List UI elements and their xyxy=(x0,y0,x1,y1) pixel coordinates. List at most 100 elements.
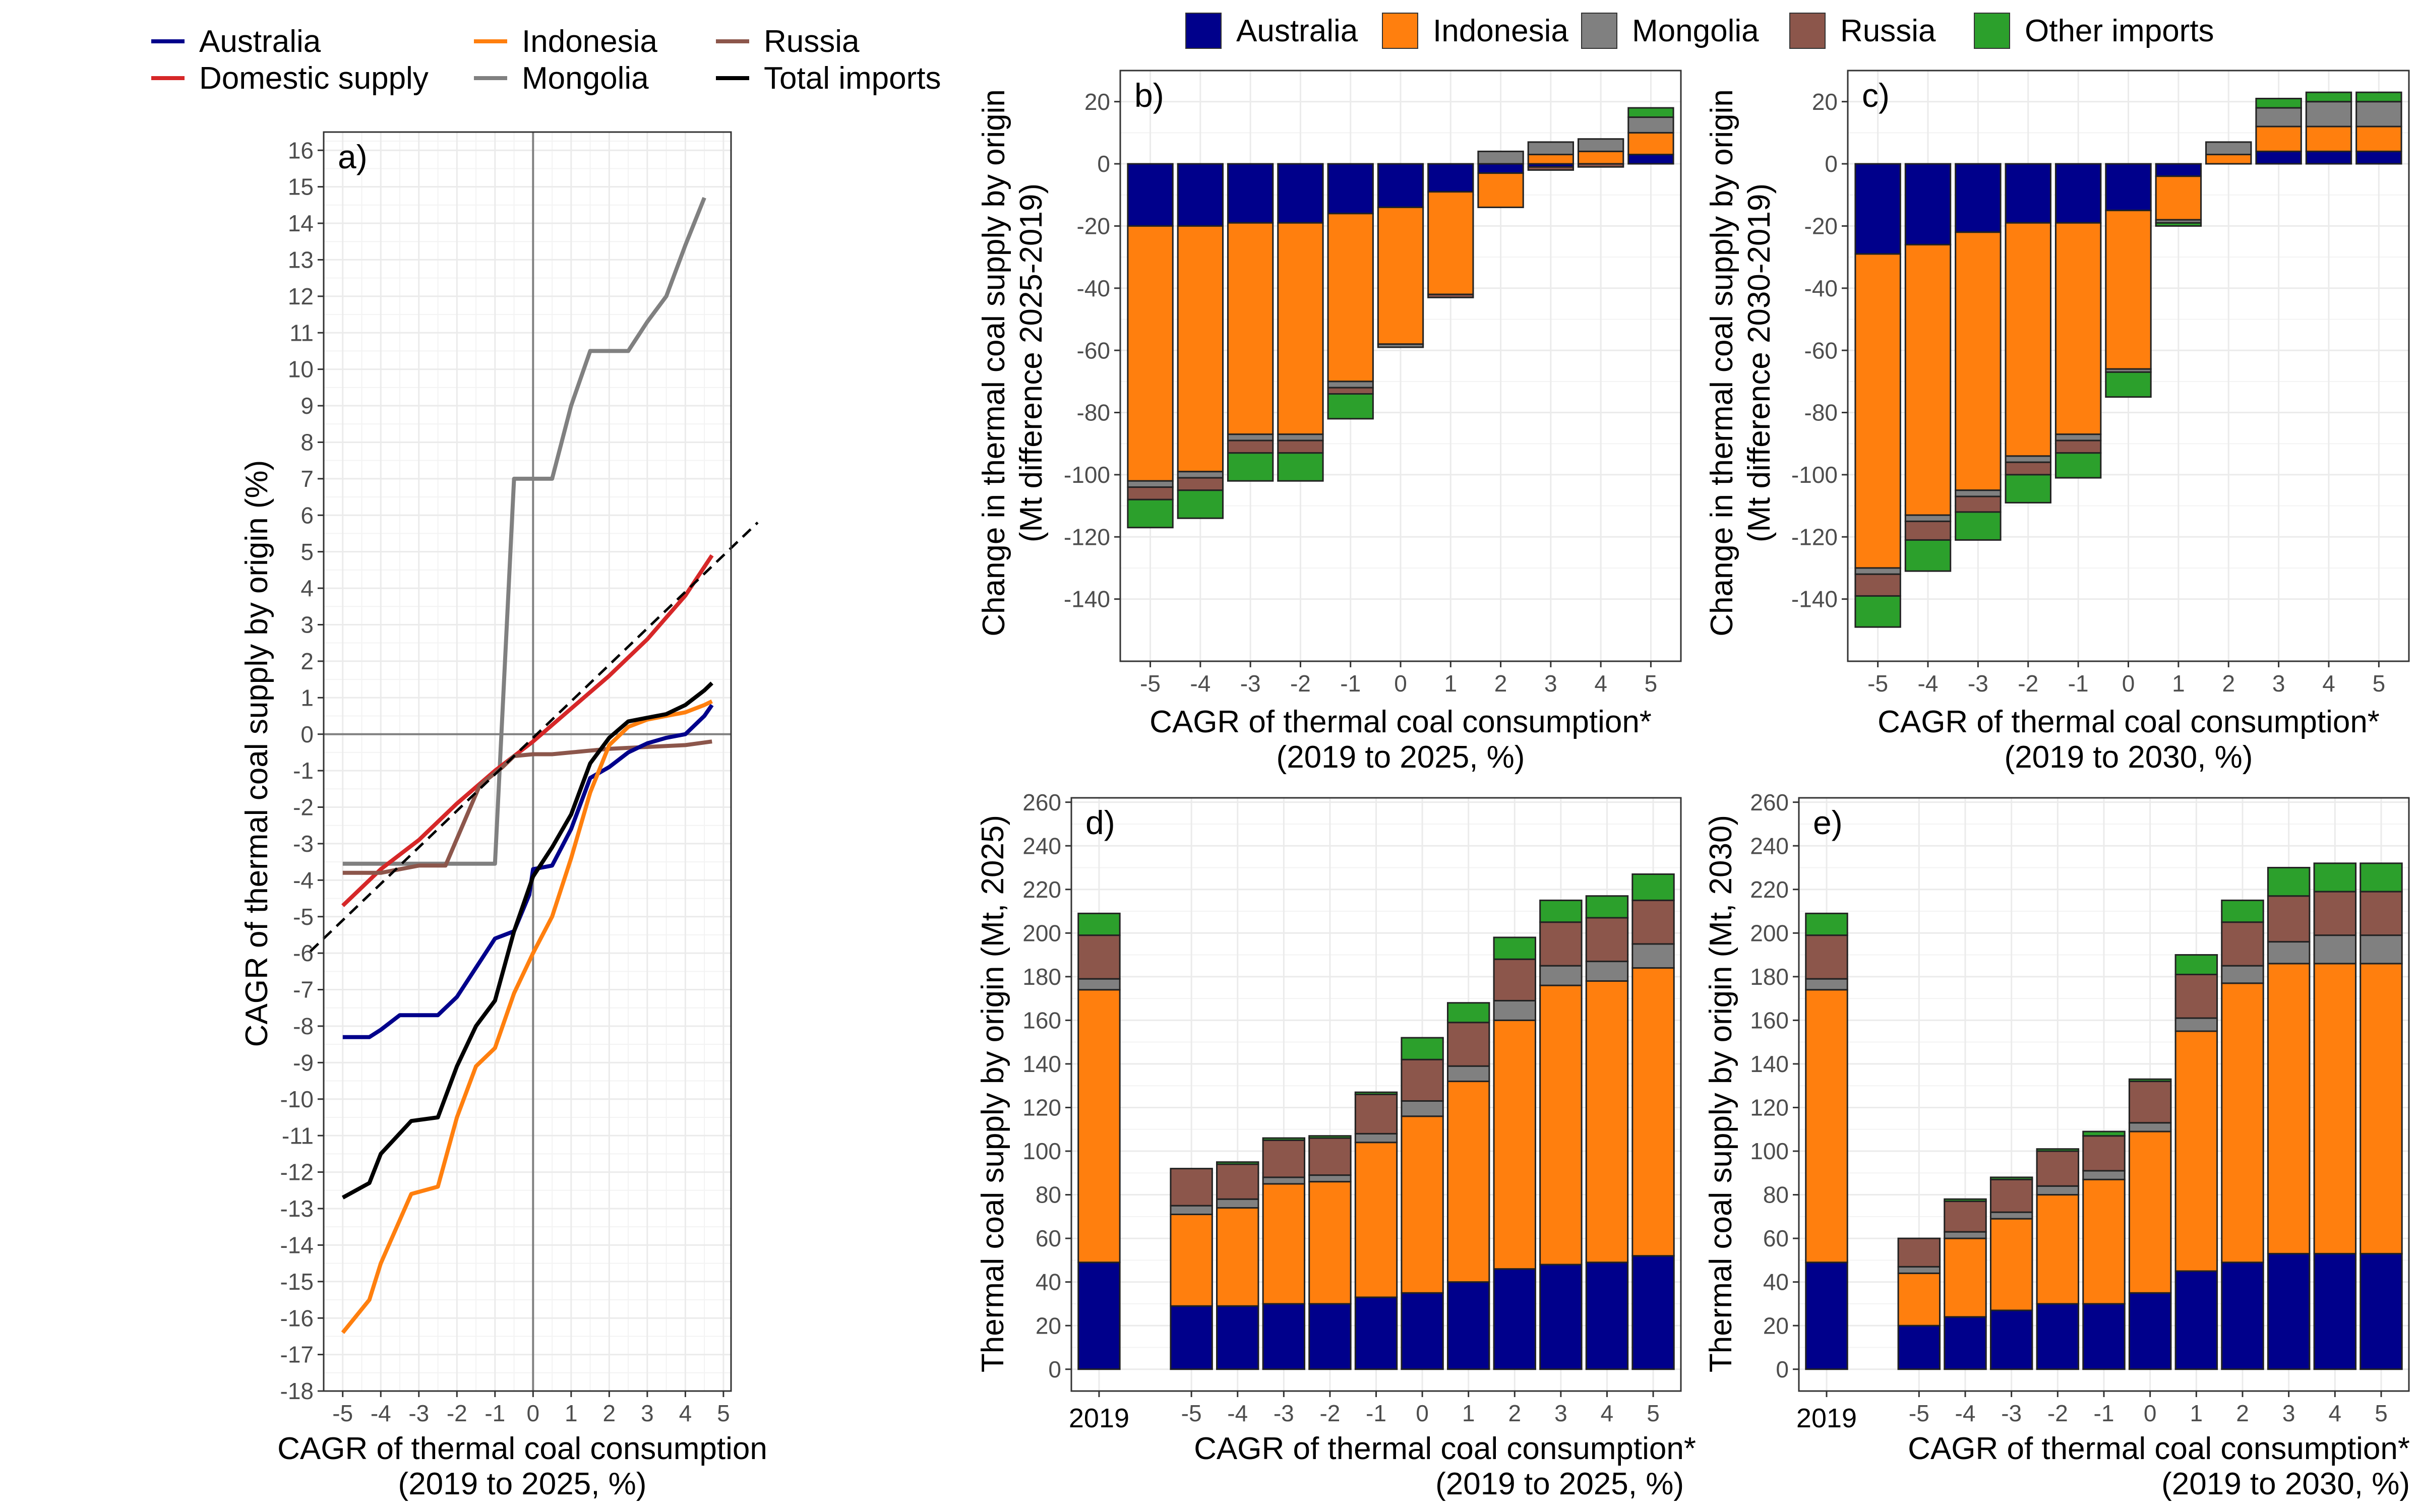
bar-segment-indonesia xyxy=(1427,191,1474,295)
bar-segment-mongolia xyxy=(1955,489,2002,497)
bar-segment-mongolia xyxy=(1262,1176,1306,1185)
bar-segment-indonesia xyxy=(2221,982,2264,1264)
bar-segment-russia xyxy=(1539,921,1583,967)
bar-segment-mongolia xyxy=(1127,480,1174,488)
series-line-total-imports xyxy=(341,681,713,1200)
bar-segment-indonesia xyxy=(1401,1115,1444,1294)
bar-segment-indonesia xyxy=(1493,1019,1536,1270)
bar-segment-mongolia xyxy=(1170,1205,1213,1215)
y-tick-label: -120 xyxy=(1064,524,1110,550)
legend-label-australia: Australia xyxy=(1236,14,1358,48)
bar-segment-australia xyxy=(1446,1281,1490,1370)
bar-segment-russia xyxy=(1216,1163,1259,1200)
bar-segment-russia xyxy=(2221,921,2264,967)
bar-segment-australia xyxy=(1327,163,1374,215)
bar-segment-indonesia xyxy=(1897,1272,1941,1327)
y-tick-label: 20 xyxy=(1084,89,1110,115)
bar-segment-other-imports xyxy=(2174,954,2218,976)
legend-label-other-imports: Other imports xyxy=(2025,14,2214,48)
x-tick-label: -1 xyxy=(1340,670,1361,697)
bar-segment-mongolia xyxy=(1631,943,1675,969)
bar-segment-russia xyxy=(1277,439,1324,454)
panel-label: d) xyxy=(1085,804,1115,841)
y-tick-label: -5 xyxy=(293,904,314,930)
y-tick-label: -80 xyxy=(1804,400,1838,426)
x-tick-label: 2 xyxy=(2222,670,2235,697)
bar-segment-australia xyxy=(1077,1262,1121,1370)
bar-segment-mongolia xyxy=(1897,1266,1941,1274)
bar-segment-australia xyxy=(1493,1268,1536,1370)
y-tick-label: -2 xyxy=(293,794,314,821)
x-tick-label: -5 xyxy=(1140,670,1161,697)
series-line-domestic-supply xyxy=(341,554,714,907)
bar-segment-mongolia xyxy=(2267,941,2311,965)
x-axis-title: CAGR of thermal coal consumption* xyxy=(1194,1431,1696,1466)
x-tick-label: 2 xyxy=(1508,1400,1521,1426)
bar-segment-mongolia xyxy=(1377,343,1424,348)
bar-segment-australia xyxy=(1427,163,1474,193)
bar-segment-australia xyxy=(2267,1252,2311,1370)
x-tick-label: 2 xyxy=(603,1400,616,1426)
bar-segment-other-imports xyxy=(1446,1002,1490,1024)
bar-segment-australia xyxy=(1401,1292,1444,1370)
bar-segment-indonesia xyxy=(1631,967,1675,1257)
bar-segment-mongolia xyxy=(2054,433,2102,442)
bar-segment-australia xyxy=(1216,1305,1259,1370)
bar-segment-other-imports xyxy=(1127,498,1174,529)
x-axis-title-line2: (2019 to 2030, %) xyxy=(2161,1467,2410,1501)
x-tick-label: -4 xyxy=(371,1400,391,1426)
bar-segment-other-imports xyxy=(1627,107,1674,118)
legend-a-label-australia: Australia xyxy=(199,24,321,59)
y-tick-label: -4 xyxy=(293,867,314,893)
x-tick-label: -2 xyxy=(2047,1400,2068,1426)
bar-segment-russia xyxy=(1904,520,1952,541)
x-tick-label: -2 xyxy=(1290,670,1311,697)
y-tick-label: 120 xyxy=(1750,1095,1789,1121)
y-tick-label: -40 xyxy=(1077,275,1110,301)
y-tick-label: 160 xyxy=(1750,1007,1789,1033)
bar-segment-other-imports xyxy=(1493,936,1536,960)
y-tick-label: 20 xyxy=(1812,89,1838,115)
bar-segment-australia xyxy=(2305,150,2352,165)
x-tick-label: -2 xyxy=(2018,670,2038,697)
y-tick-label: 13 xyxy=(288,247,314,273)
x-tick-label: 0 xyxy=(2144,1400,2157,1426)
x-tick-label: 5 xyxy=(717,1400,730,1426)
panel-e-bar-chart: 0204060801001201401601802002202402602019… xyxy=(1704,789,2410,1501)
bar-segment-mongolia xyxy=(1577,138,1624,152)
y-tick-label: 40 xyxy=(1763,1269,1789,1295)
bar-segment-indonesia xyxy=(1539,984,1583,1266)
x-tick-label: 0 xyxy=(527,1400,540,1426)
y-tick-label: 260 xyxy=(1022,789,1061,815)
bar-segment-indonesia xyxy=(1216,1207,1259,1307)
bar-segment-australia xyxy=(1354,1296,1398,1370)
bar-segment-indonesia xyxy=(1127,225,1174,482)
bar-segment-russia xyxy=(1227,439,1274,454)
y-tick-label: -9 xyxy=(293,1049,314,1076)
panel-d-bar-chart: 0204060801001201401601802002202402602019… xyxy=(976,789,1696,1501)
x-tick-label: -4 xyxy=(1227,1400,1248,1426)
bar-segment-other-imports xyxy=(1944,1198,1987,1203)
y-tick-label: 1 xyxy=(300,684,314,711)
y-axis-title: Change in thermal coal supply by origin xyxy=(1705,89,1739,637)
x-tick-label: 0 xyxy=(2122,670,2135,697)
y-tick-label: -17 xyxy=(280,1342,314,1368)
bar-segment-mongolia xyxy=(2082,1170,2126,1180)
y-axis-title-line2: (Mt difference 2030-2019) xyxy=(1742,183,1777,542)
bar-segment-russia xyxy=(1854,573,1901,597)
bar-segment-australia xyxy=(2105,163,2152,212)
bar-segment-indonesia xyxy=(2360,963,2403,1254)
y-tick-label: -60 xyxy=(1804,337,1838,363)
y-tick-label: 0 xyxy=(1825,151,1838,177)
legend-a-label-indonesia: Indonesia xyxy=(522,24,657,59)
legend-swatch-indonesia xyxy=(1382,13,1418,49)
x-tick-label: -5 xyxy=(1181,1400,1202,1426)
bar-segment-australia xyxy=(1177,163,1224,227)
legend-bar-panels: Australia Indonesia Mongolia Russia Other im… xyxy=(1185,13,2214,49)
y-tick-label: 12 xyxy=(288,283,314,309)
bar-segment-australia xyxy=(1805,1262,1848,1370)
y-axis-title-line2: (Mt difference 2025-2019) xyxy=(1014,183,1049,542)
bar-segment-indonesia xyxy=(2205,154,2252,165)
y-tick-label: 80 xyxy=(1763,1182,1789,1208)
